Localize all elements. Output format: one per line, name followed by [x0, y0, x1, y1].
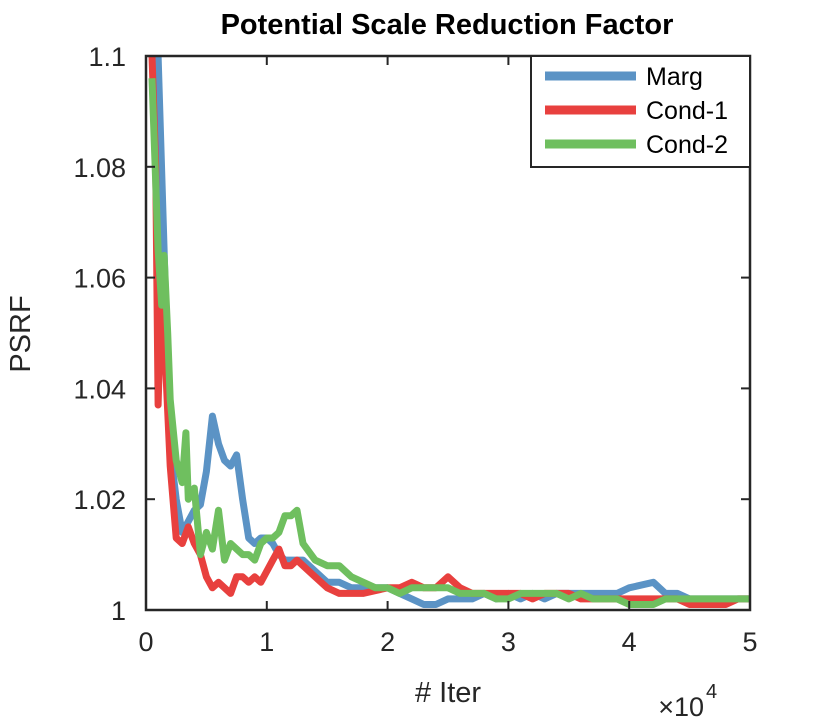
legend-label-cond-1: Cond-1 [646, 97, 728, 125]
series-layer [148, 56, 750, 608]
tick-layer: 0 1 2 3 4 511.021.041.061.081.1 [73, 42, 757, 657]
y-tick-label: 1 [111, 596, 126, 626]
chart-title: Potential Scale Reduction Factor [221, 9, 674, 41]
plot-frame [144, 54, 752, 612]
y-tick-label: 1.1 [88, 42, 126, 72]
x-tick-label: 5 [742, 627, 757, 657]
y-axis-label: PSRF [5, 295, 37, 372]
y-tick-label: 1.02 [73, 485, 126, 515]
y-tick-label: 1.06 [73, 264, 126, 294]
y-tick-label: 1.04 [73, 374, 126, 404]
x-tick-label: 1 [259, 627, 274, 657]
legend: Marg Cond-1 Cond-2 [530, 55, 751, 168]
x-tick-label: 0 [138, 627, 153, 657]
legend-label-marg: Marg [646, 63, 703, 91]
x-multiplier: ×10 [658, 692, 704, 722]
legend-label-cond-2: Cond-2 [646, 131, 728, 159]
y-tick-label: 1.08 [73, 153, 126, 183]
x-tick-label: 3 [501, 627, 516, 657]
series-line-cond-2 [148, 78, 750, 608]
x-tick-label: 4 [622, 627, 637, 657]
x-tick-label: 2 [380, 627, 395, 657]
x-multiplier-exponent: 4 [706, 681, 717, 703]
x-axis-label: # Iter [415, 677, 481, 709]
